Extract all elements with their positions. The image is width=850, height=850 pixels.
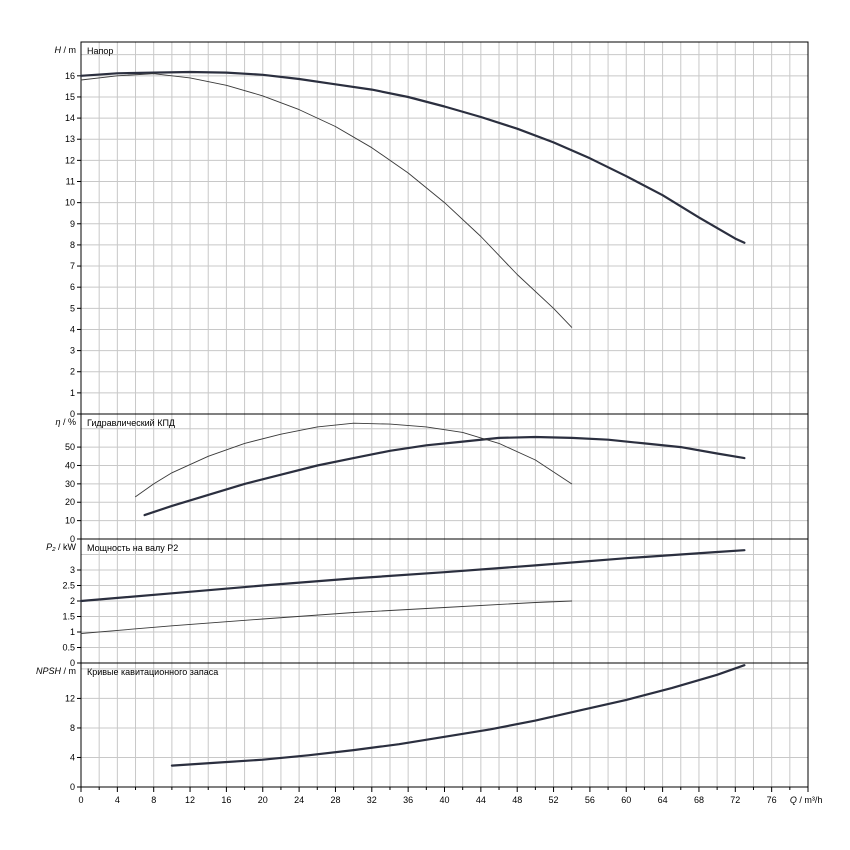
y-tick-label: 15: [65, 92, 75, 102]
x-axis-label: Q / m³/h: [790, 795, 823, 805]
y-tick-label: 1.5: [62, 612, 75, 622]
series-line-power-2: [80, 600, 573, 634]
y-tick-label: 3: [70, 565, 75, 575]
panel-npsh: 0 4 8 12 NPSH / m Кривые кавитационного запас…: [36, 662, 809, 792]
y-tick-label: 0.5: [62, 643, 75, 653]
y-tick-label: 16: [65, 71, 75, 81]
x-tick-label: 64: [658, 795, 668, 805]
x-tick-label: 8: [151, 795, 156, 805]
y-tick-label: 12: [65, 693, 75, 703]
x-tick-label: 60: [621, 795, 631, 805]
y-tick-label: 10: [65, 516, 75, 526]
y-tick-label: 1: [70, 388, 75, 398]
y-tick-label: 2: [70, 596, 75, 606]
y-tick-label: 0: [70, 658, 75, 668]
x-tick-label: 32: [367, 795, 377, 805]
x-tick-label: 48: [512, 795, 522, 805]
y-axis-label: P₂ / kW: [46, 542, 76, 552]
x-tick-label: 24: [294, 795, 304, 805]
x-tick-label: 76: [767, 795, 777, 805]
panel-power: 0 0.5 1 1.5 2 2.5 3 P₂ / kW Мощность на валу P2: [46, 538, 809, 668]
x-axis: 0 4 8 12 16 20 24 28 32 36 40 44 48 52 56 60 64 68 72 76 Q /…: [78, 787, 822, 805]
y-axis-label: H / m: [55, 45, 77, 55]
panel-efficiency: 0 10 20 30 40 50 η / % Гидравлический КПД: [55, 413, 809, 544]
panel-title: Напор: [87, 46, 113, 56]
y-tick-label: 8: [70, 723, 75, 733]
x-tick-label: 0: [78, 795, 83, 805]
y-tick-label: 13: [65, 134, 75, 144]
y-tick-label: 20: [65, 497, 75, 507]
y-tick-label: 7: [70, 261, 75, 271]
x-tick-label: 72: [730, 795, 740, 805]
y-tick-label: 6: [70, 282, 75, 292]
x-tick-label: 12: [185, 795, 195, 805]
x-tick-label: 56: [585, 795, 595, 805]
series-line-efficiency-2: [135, 422, 573, 498]
y-tick-label: 1: [70, 627, 75, 637]
y-tick-label: 2.5: [62, 581, 75, 591]
y-tick-label: 50: [65, 442, 75, 452]
panel-title: Мощность на валу P2: [87, 543, 178, 553]
y-tick-label: 12: [65, 155, 75, 165]
y-axis-label: η / %: [55, 417, 76, 427]
x-tick-label: 68: [694, 795, 704, 805]
y-tick-label: 4: [70, 324, 75, 334]
x-tick-label: 28: [330, 795, 340, 805]
panel-title: Кривые кавитационного запаса: [87, 667, 218, 677]
y-tick-label: 14: [65, 113, 75, 123]
y-axis-label: NPSH / m: [36, 666, 76, 676]
y-tick-label: 8: [70, 240, 75, 250]
y-tick-label: 3: [70, 346, 75, 356]
x-tick-label: 44: [476, 795, 486, 805]
series-line-npsh-1: [170, 664, 746, 767]
y-tick-label: 0: [70, 409, 75, 419]
y-tick-label: 0: [70, 534, 75, 544]
series-line-efficiency-1: [143, 435, 746, 517]
y-tick-label: 10: [65, 198, 75, 208]
series-line-head-2: [80, 73, 573, 328]
x-tick-label: 40: [439, 795, 449, 805]
y-tick-label: 9: [70, 219, 75, 229]
x-tick-label: 36: [403, 795, 413, 805]
x-tick-label: 16: [221, 795, 231, 805]
x-tick-label: 20: [258, 795, 268, 805]
y-tick-label: 2: [70, 367, 75, 377]
y-tick-label: 4: [70, 752, 75, 762]
y-tick-label: 5: [70, 303, 75, 313]
panel-title: Гидравлический КПД: [87, 418, 175, 428]
series-line-power-1: [79, 549, 746, 603]
y-tick-label: 0: [70, 782, 75, 792]
y-tick-label: 30: [65, 479, 75, 489]
x-tick-label: 52: [549, 795, 559, 805]
y-tick-label: 40: [65, 460, 75, 470]
series-line-head-1: [79, 70, 746, 244]
y-tick-label: 11: [66, 177, 75, 187]
x-tick-label: 4: [115, 795, 120, 805]
